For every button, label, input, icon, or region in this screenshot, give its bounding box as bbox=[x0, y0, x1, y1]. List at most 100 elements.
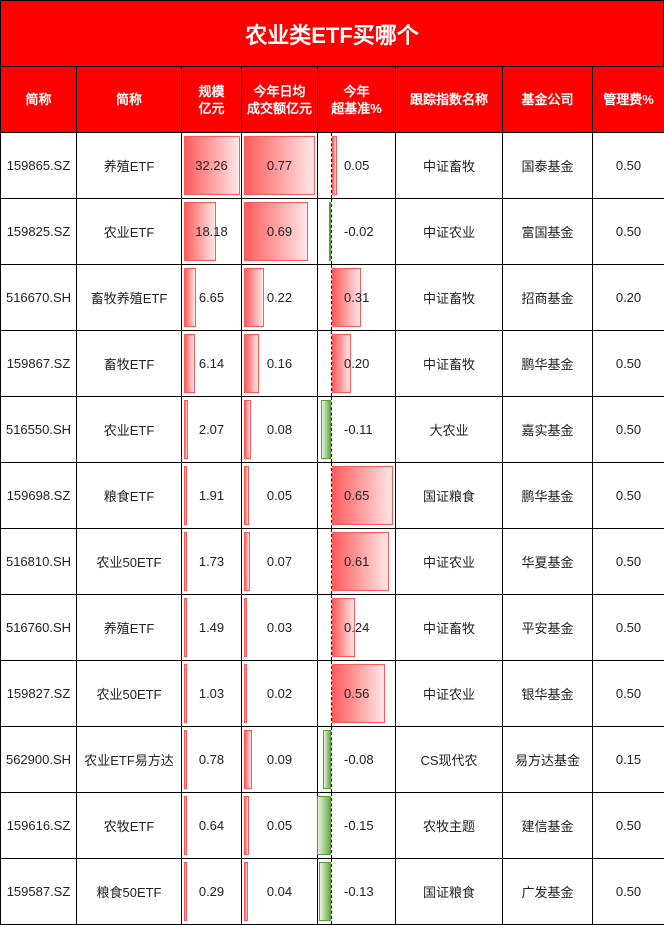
excess-bar bbox=[332, 664, 385, 723]
volume-bar bbox=[244, 466, 249, 525]
zero-axis bbox=[331, 727, 332, 792]
cell-company: 鹏华基金 bbox=[502, 462, 593, 529]
cell-fee: 0.50 bbox=[592, 330, 664, 397]
cell-volume-value: 0.69 bbox=[266, 224, 293, 239]
cell-name-value: 畜牧ETF bbox=[103, 357, 155, 372]
scale-bar bbox=[184, 268, 196, 327]
header-volume[interactable]: 今年日均 成交额亿元 bbox=[241, 66, 318, 133]
cell-code: 159825.SZ bbox=[0, 198, 77, 265]
scale-bar bbox=[184, 400, 188, 459]
cell-code: 159865.SZ bbox=[0, 132, 77, 199]
zero-axis bbox=[331, 859, 332, 924]
cell-fee: 0.50 bbox=[592, 198, 664, 265]
header-scale[interactable]: 规模 亿元 bbox=[181, 66, 242, 133]
cell-volume: 0.05 bbox=[241, 792, 318, 859]
cell-fee: 0.50 bbox=[592, 594, 664, 661]
zero-axis bbox=[331, 595, 332, 660]
cell-volume-value: 0.02 bbox=[266, 686, 293, 701]
cell-name: 粮食ETF bbox=[76, 462, 182, 529]
cell-scale-value: 32.26 bbox=[195, 158, 228, 173]
cell-volume: 0.16 bbox=[241, 330, 318, 397]
cell-volume: 0.05 bbox=[241, 462, 318, 529]
table-row: 562900.SH 农业ETF易方达 0.78 0.09 -0.08 CS现代农 易方达基金… bbox=[0, 726, 664, 793]
cell-index: 中证畜牧 bbox=[395, 330, 503, 397]
header-company[interactable]: 基金公司 bbox=[502, 66, 593, 133]
cell-index-value: CS现代农 bbox=[420, 753, 478, 768]
cell-volume: 0.07 bbox=[241, 528, 318, 595]
cell-code: 516760.SH bbox=[0, 594, 77, 661]
cell-index-value: 农牧主题 bbox=[422, 819, 475, 834]
excess-bar bbox=[332, 334, 351, 393]
cell-fee-value: 0.50 bbox=[615, 818, 642, 833]
cell-index-value: 中证农业 bbox=[422, 687, 475, 702]
cell-name: 农牧ETF bbox=[76, 792, 182, 859]
cell-name-value: 农业ETF易方达 bbox=[84, 753, 174, 768]
cell-scale: 2.07 bbox=[181, 396, 242, 463]
cell-code-value: 562900.SH bbox=[5, 752, 72, 767]
etf-table: 简称 简称 规模 亿元 今年日均 成交额亿元 今年 超基准% 跟踪指数名称 基金公司 管理费%… bbox=[0, 66, 664, 925]
cell-index: 中证畜牧 bbox=[395, 264, 503, 331]
cell-index: 中证农业 bbox=[395, 660, 503, 727]
cell-name: 农业50ETF bbox=[76, 660, 182, 727]
cell-name: 农业ETF bbox=[76, 198, 182, 265]
cell-name: 畜牧养殖ETF bbox=[76, 264, 182, 331]
cell-volume-value: 0.77 bbox=[266, 158, 293, 173]
cell-excess: -0.13 bbox=[317, 858, 396, 925]
cell-company: 招商基金 bbox=[502, 264, 593, 331]
cell-name: 农业ETF易方达 bbox=[76, 726, 182, 793]
cell-excess: -0.02 bbox=[317, 198, 396, 265]
volume-bar bbox=[244, 796, 249, 855]
cell-volume: 0.69 bbox=[241, 198, 318, 265]
cell-scale-value: 1.91 bbox=[198, 488, 225, 503]
excess-bar bbox=[329, 202, 332, 261]
cell-scale-value: 0.78 bbox=[198, 752, 225, 767]
cell-company: 国泰基金 bbox=[502, 132, 593, 199]
cell-fee: 0.50 bbox=[592, 528, 664, 595]
cell-code-value: 159867.SZ bbox=[6, 356, 71, 371]
scale-bar bbox=[184, 796, 187, 855]
scale-bar bbox=[184, 136, 240, 195]
header-fee[interactable]: 管理费% bbox=[592, 66, 664, 133]
cell-fee-value: 0.50 bbox=[615, 884, 642, 899]
cell-volume: 0.02 bbox=[241, 660, 318, 727]
header-index[interactable]: 跟踪指数名称 bbox=[395, 66, 503, 133]
header-code[interactable]: 简称 bbox=[0, 66, 77, 133]
cell-company-value: 富国基金 bbox=[521, 225, 574, 240]
cell-name-value: 农业50ETF bbox=[96, 555, 162, 570]
table-row: 159827.SZ 农业50ETF 1.03 0.02 0.56 中证农业 银华基金 0.50 bbox=[0, 660, 664, 727]
page-title: 农业类ETF买哪个 bbox=[0, 0, 664, 66]
cell-fee: 0.50 bbox=[592, 792, 664, 859]
cell-company-value: 鹏华基金 bbox=[521, 489, 574, 504]
cell-company: 银华基金 bbox=[502, 660, 593, 727]
cell-fee: 0.50 bbox=[592, 858, 664, 925]
cell-index: 中证畜牧 bbox=[395, 132, 503, 199]
cell-scale-value: 2.07 bbox=[198, 422, 225, 437]
cell-scale: 18.18 bbox=[181, 198, 242, 265]
table-row: 159616.SZ 农牧ETF 0.64 0.05 -0.15 农牧主题 建信基金 0.50 bbox=[0, 792, 664, 859]
cell-code: 159698.SZ bbox=[0, 462, 77, 529]
zero-axis bbox=[331, 397, 332, 462]
cell-volume: 0.22 bbox=[241, 264, 318, 331]
zero-axis bbox=[331, 199, 332, 264]
cell-index: 中证畜牧 bbox=[395, 594, 503, 661]
volume-bar bbox=[244, 202, 308, 261]
zero-axis bbox=[331, 133, 332, 198]
cell-fee-value: 0.50 bbox=[615, 488, 642, 503]
cell-index: 农牧主题 bbox=[395, 792, 503, 859]
cell-excess-value: 0.65 bbox=[344, 488, 370, 503]
cell-company: 广发基金 bbox=[502, 858, 593, 925]
header-name[interactable]: 简称 bbox=[76, 66, 182, 133]
cell-company: 嘉实基金 bbox=[502, 396, 593, 463]
cell-scale-value: 1.03 bbox=[198, 686, 225, 701]
cell-code-value: 159698.SZ bbox=[6, 488, 71, 503]
table-row: 159867.SZ 畜牧ETF 6.14 0.16 0.20 中证畜牧 鹏华基金 0.50 bbox=[0, 330, 664, 397]
cell-volume-value: 0.16 bbox=[266, 356, 293, 371]
excess-bar bbox=[316, 796, 331, 855]
excess-bar bbox=[332, 532, 390, 591]
cell-excess-value: -0.02 bbox=[344, 224, 374, 239]
zero-axis bbox=[331, 265, 332, 330]
cell-name-value: 粮食50ETF bbox=[96, 885, 162, 900]
header-excess[interactable]: 今年 超基准% bbox=[317, 66, 396, 133]
cell-company: 华夏基金 bbox=[502, 528, 593, 595]
cell-index-value: 国证粮食 bbox=[422, 489, 475, 504]
